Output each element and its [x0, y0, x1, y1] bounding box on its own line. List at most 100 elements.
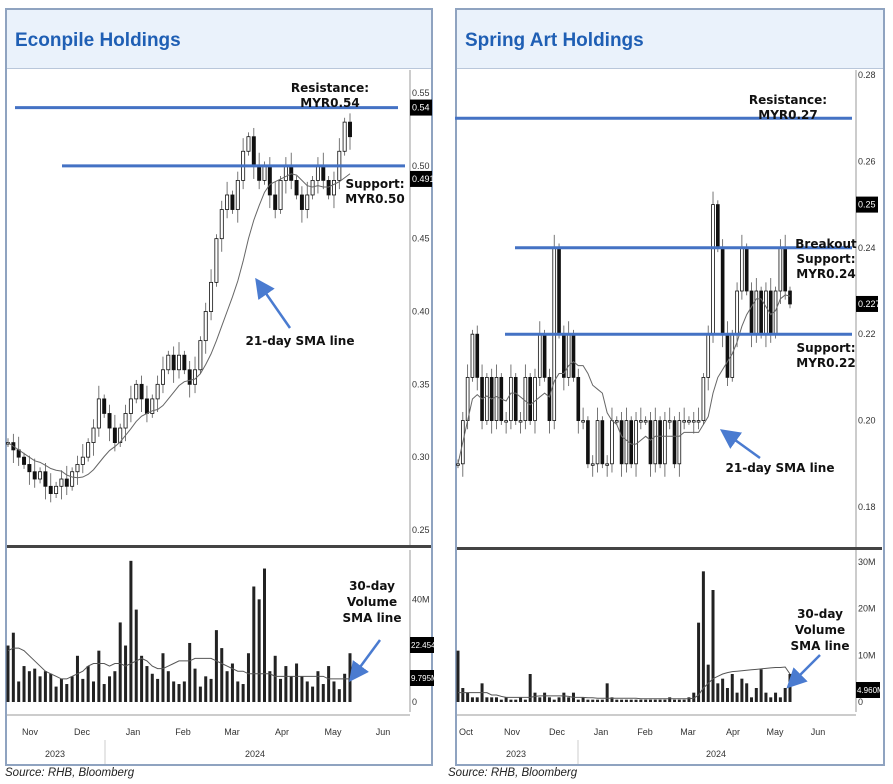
volume-bar — [648, 699, 652, 702]
candle-body — [576, 376, 581, 421]
candle-body — [267, 165, 272, 196]
candle-body — [139, 383, 144, 400]
last-price-label: 0.25 — [858, 200, 876, 210]
volume-bar — [17, 681, 21, 702]
y-tick-label: 0.24 — [858, 243, 876, 253]
candle-body — [687, 420, 691, 423]
volume-bar — [725, 688, 729, 702]
volume-bar — [533, 692, 537, 702]
candle-body — [198, 340, 203, 371]
year-label: 2024 — [245, 749, 265, 759]
candle-body — [22, 456, 27, 465]
level-label: MYR0.22 — [796, 356, 855, 370]
candle-body — [571, 333, 576, 378]
candle-body — [667, 420, 672, 423]
volume-bar — [289, 676, 293, 702]
candle-body — [643, 420, 648, 423]
candle-body — [764, 290, 768, 335]
candle-body — [653, 420, 658, 465]
level-label: Breakout — [795, 237, 857, 251]
last-price-box — [410, 99, 432, 116]
panel-header: Econpile Holdings — [7, 10, 431, 69]
volume-bar — [562, 692, 566, 702]
volume-bar — [75, 655, 79, 702]
volume-bar — [305, 681, 309, 702]
volume-bar — [43, 671, 47, 702]
level-label: Resistance: — [749, 93, 827, 107]
candle-body — [91, 427, 96, 443]
volume-bar — [523, 699, 527, 702]
volume-bar — [605, 683, 609, 702]
volume-bar — [236, 681, 240, 702]
volume-bar — [600, 699, 604, 702]
candle-body — [348, 121, 352, 138]
chart-title: Econpile Holdings — [15, 30, 181, 51]
candle-body — [759, 290, 763, 335]
candle-body — [155, 383, 160, 400]
candle-body — [171, 354, 176, 371]
volume-bar — [490, 697, 494, 702]
volume-bar — [246, 653, 250, 702]
volume-bar — [86, 666, 90, 702]
volume-last-box — [856, 682, 880, 698]
candle-body — [470, 333, 475, 378]
volume-bar — [591, 699, 595, 702]
y-tick-label: 0.45 — [412, 234, 430, 244]
volume-bar — [81, 678, 85, 702]
last-price-box — [410, 170, 432, 187]
candle-body — [187, 369, 192, 385]
x-tick-label: Dec — [74, 727, 91, 737]
x-tick-label: Apr — [275, 727, 289, 737]
volume-bar — [673, 699, 677, 702]
volume-bar — [475, 697, 479, 702]
volume-bar — [774, 692, 778, 702]
candle-body — [315, 165, 320, 181]
candle-body — [740, 247, 744, 292]
candle-body — [246, 136, 251, 152]
candle-body — [610, 420, 614, 465]
volume-bar — [668, 697, 672, 702]
volume-bar — [311, 686, 315, 702]
volume-bar — [730, 674, 734, 702]
volume-bar — [596, 699, 600, 702]
volume-sma-label: 30-day — [797, 607, 843, 621]
volume-bar — [547, 697, 551, 702]
volume-bar — [466, 692, 470, 702]
y-tick-label: 0.28 — [858, 70, 876, 80]
volume-bar — [263, 568, 266, 702]
volume-bar — [581, 697, 585, 702]
candle-body — [209, 281, 214, 312]
volume-last-label: 22.454M — [411, 641, 442, 650]
sma-label: 21-day SMA line — [246, 334, 355, 348]
x-tick-label: Jun — [811, 727, 826, 737]
candle-body — [658, 420, 662, 465]
candle-body — [118, 427, 123, 443]
candle-body — [342, 121, 347, 152]
volume-bar — [735, 692, 739, 702]
candle-body — [294, 179, 299, 196]
candle-body — [310, 179, 315, 196]
candle-body — [557, 247, 561, 335]
candle-body — [27, 464, 32, 473]
volume-bar — [332, 681, 336, 702]
candle-body — [321, 165, 326, 181]
volume-bar — [59, 678, 63, 702]
volume-bar — [470, 697, 474, 702]
candle-body — [706, 333, 711, 378]
volume-bar — [177, 684, 181, 702]
volume-bar — [687, 697, 691, 702]
candle-body — [262, 165, 267, 181]
candle-body — [160, 369, 165, 385]
x-tick-label: May — [324, 727, 342, 737]
volume-bar — [658, 699, 662, 702]
sma-line — [457, 294, 791, 464]
candle-body — [273, 194, 278, 210]
volume-bar — [788, 674, 792, 702]
candle-body — [590, 463, 595, 466]
volume-bar — [166, 671, 170, 702]
candle-body — [123, 413, 128, 429]
volume-bar — [54, 686, 58, 702]
candle-body — [619, 420, 624, 465]
volume-bar — [188, 642, 192, 702]
level-label: MYR0.54 — [300, 96, 359, 110]
